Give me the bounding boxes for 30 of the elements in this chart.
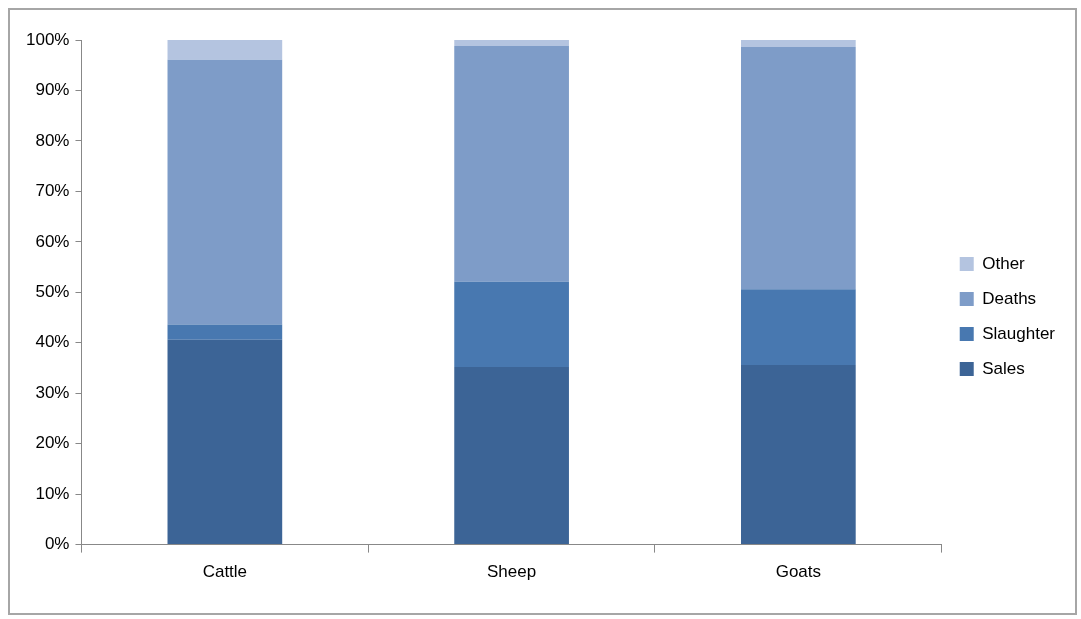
- x-tick-label: Goats: [775, 562, 822, 582]
- legend-label: Deaths: [982, 288, 1037, 308]
- y-tick-label: 80%: [35, 130, 70, 150]
- bar: [454, 40, 569, 47]
- bar: [454, 281, 569, 367]
- bar: [741, 47, 856, 290]
- x-tick-label: Cattle: [202, 562, 248, 582]
- bar: [167, 324, 283, 340]
- y-tick-label: 70%: [35, 181, 70, 201]
- legend-label: Slaughter: [982, 323, 1056, 343]
- bar: [741, 289, 856, 365]
- y-tick-label: 0%: [44, 534, 70, 554]
- legend-label: Sales: [982, 358, 1025, 378]
- bar: [454, 46, 569, 282]
- y-tick-label: 30%: [35, 382, 70, 402]
- bar: [741, 364, 856, 545]
- bar: [167, 40, 283, 60]
- y-tick-label: 50%: [35, 281, 70, 301]
- y-tick-label: 60%: [35, 231, 70, 251]
- bar: [454, 366, 569, 545]
- y-tick-label: 20%: [35, 433, 70, 453]
- bar: [741, 40, 856, 48]
- y-tick-label: 100%: [26, 29, 70, 49]
- y-tick-label: 10%: [35, 483, 70, 503]
- x-tick-label: Sheep: [487, 562, 537, 582]
- y-tick-label: 90%: [35, 80, 70, 100]
- y-tick-label: 40%: [35, 332, 70, 352]
- bar: [167, 339, 283, 545]
- legend-label: Other: [982, 253, 1026, 273]
- bar: [167, 59, 283, 325]
